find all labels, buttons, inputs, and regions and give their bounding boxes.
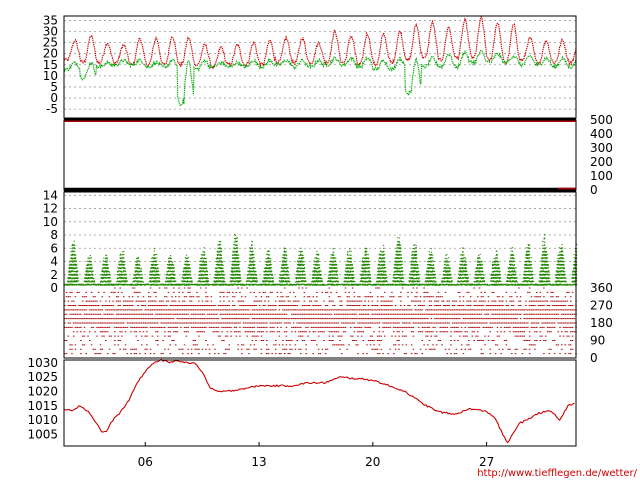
wind-speed-tick-label: 8 (50, 228, 58, 242)
data-layer (63, 15, 578, 444)
wind-direction-tick-label: 180 (590, 316, 613, 330)
x-tick-label: 20 (365, 455, 380, 469)
source-url: http://www.tiefflegen.de/wetter/ (477, 468, 637, 479)
radiation-tick-label: 200 (590, 155, 613, 169)
panel-frame (63, 359, 577, 447)
wind-speed-tick-label: 2 (50, 268, 58, 282)
x-tick-label: 27 (479, 455, 494, 469)
wind-speed-tick-label: 14 (43, 188, 58, 202)
wind-direction-tick-label: 270 (590, 299, 613, 313)
temperature-line (63, 15, 577, 70)
wind-speed-tick-label: 4 (50, 255, 58, 269)
pressure-tick-label: 1020 (27, 385, 58, 399)
wind-direction-tick-label: 90 (590, 334, 605, 348)
temp-tick-label: 10 (43, 69, 58, 83)
pressure-line (63, 358, 575, 444)
radiation-tick-label: 300 (590, 141, 613, 155)
wind-speed-tick-label: 6 (50, 241, 58, 255)
wind-direction-dots (64, 287, 577, 359)
radiation-tick-label: 400 (590, 127, 613, 141)
pressure-tick-label: 1030 (27, 356, 58, 370)
pressure-tick-label: 1010 (27, 413, 58, 427)
tick-labels: -505101520253035010020030040050002468101… (27, 13, 612, 469)
x-tick-label: 13 (251, 455, 266, 469)
x-tick-label: 06 (138, 455, 153, 469)
temp-tick-label: 15 (43, 58, 58, 72)
panel-frame (63, 119, 577, 191)
temp-tick-label: 0 (50, 91, 58, 105)
grid-lines (64, 20, 576, 276)
temp-tick-label: 30 (43, 25, 58, 39)
temp-tick-label: 25 (43, 36, 58, 50)
wind-direction-tick-label: 0 (590, 351, 598, 365)
temp-tick-label: 20 (43, 47, 58, 61)
radiation-tick-label: 0 (590, 183, 598, 197)
temp-tick-label: 35 (43, 13, 58, 27)
temp-tick-label: -5 (46, 102, 58, 116)
radiation-tick-label: 100 (590, 169, 613, 183)
wind-speed-tick-label: 0 (50, 281, 58, 295)
wind-speed-tick-label: 12 (43, 202, 58, 216)
wind-speed-dots (64, 234, 578, 286)
pressure-tick-label: 1025 (27, 370, 58, 384)
radiation-tick-label: 500 (590, 113, 613, 127)
wind-speed-tick-label: 10 (43, 215, 58, 229)
pressure-tick-label: 1005 (27, 428, 58, 442)
dewpoint-line (63, 49, 577, 107)
wind-direction-tick-label: 360 (590, 281, 613, 295)
panel-frames (63, 15, 577, 447)
temp-tick-label: 5 (50, 80, 58, 94)
pressure-tick-label: 1015 (27, 399, 58, 413)
